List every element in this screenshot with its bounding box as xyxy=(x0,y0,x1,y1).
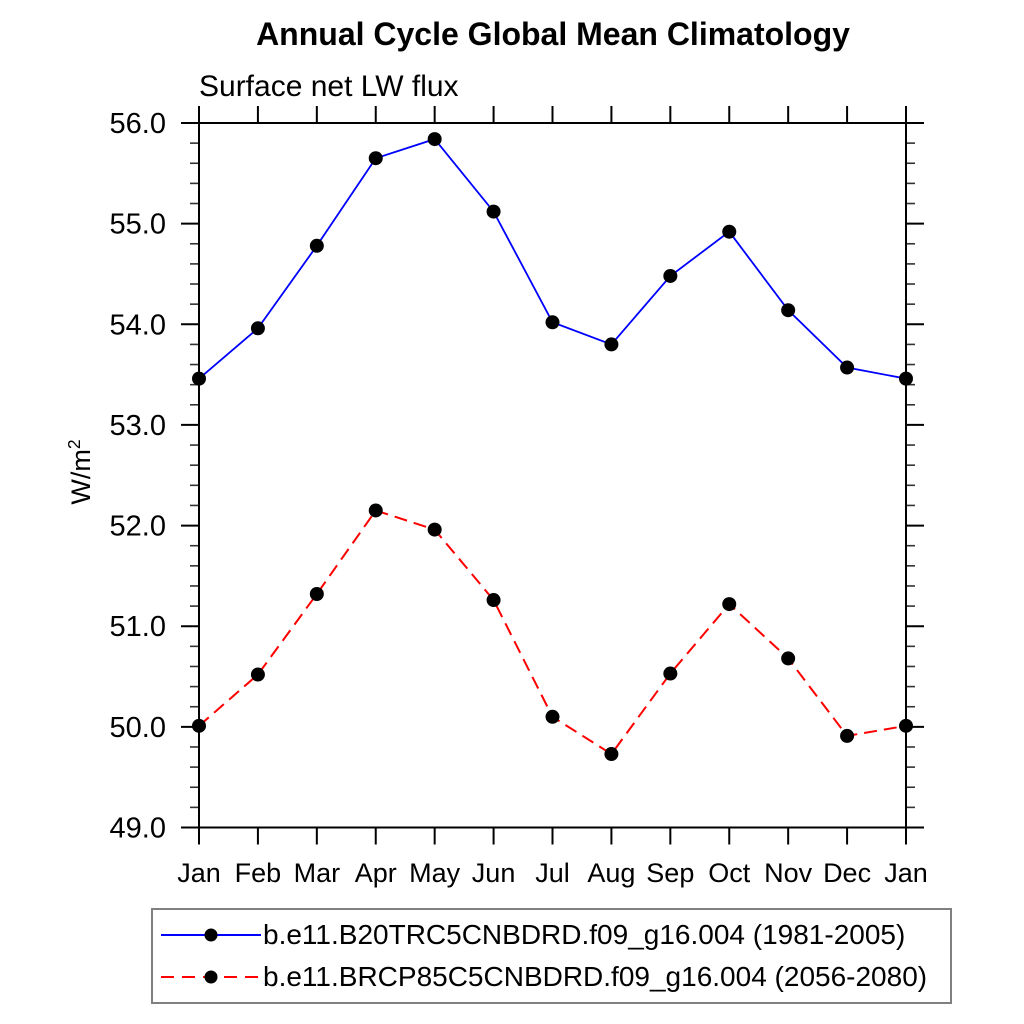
data-point-marker xyxy=(840,728,855,743)
y-tick-label: 55.0 xyxy=(110,209,166,241)
x-tick-label: Sep xyxy=(646,858,694,888)
legend-key-dashed-line-icon xyxy=(161,970,261,984)
data-point-marker xyxy=(368,151,383,166)
series-markers-1 xyxy=(192,503,913,762)
data-point-marker xyxy=(486,593,501,608)
y-tick-label: 56.0 xyxy=(110,108,166,140)
data-point-marker xyxy=(781,651,796,666)
data-point-marker xyxy=(604,747,619,762)
x-tick-label: Oct xyxy=(708,858,751,888)
y-tick-label: 54.0 xyxy=(110,309,166,341)
data-point-marker xyxy=(604,337,619,352)
data-point-marker xyxy=(250,321,265,336)
data-point-marker xyxy=(663,268,678,283)
legend-marker-dot xyxy=(204,970,218,984)
legend-box: b.e11.B20TRC5CNBDRD.f09_g16.004 (1981-20… xyxy=(151,908,952,1004)
data-point-marker xyxy=(545,315,560,330)
x-tick-label: Mar xyxy=(294,858,341,888)
y-tick-label: 51.0 xyxy=(110,611,166,643)
x-tick-label: Nov xyxy=(764,858,813,888)
y-tick-label: 52.0 xyxy=(110,511,166,543)
data-point-marker xyxy=(427,132,442,147)
chart-title: Annual Cycle Global Mean Climatology xyxy=(256,16,850,52)
x-tick-label: Dec xyxy=(823,858,871,888)
x-tick-label: Jul xyxy=(535,858,570,888)
x-tick-labels: Jan Feb Mar Apr May Jun Jul Aug Sep Oct Nov Dec Jan xyxy=(177,858,928,888)
data-point-marker xyxy=(781,303,796,318)
data-point-marker xyxy=(427,522,442,537)
y-tick-labels: 49.0 50.0 51.0 52.0 53.0 54.0 55.0 56.0 xyxy=(110,108,166,845)
legend-label-rcp85: b.e11.BRCP85C5CNBDRD.f09_g16.004 (2056-2… xyxy=(263,961,928,992)
x-tick-label: May xyxy=(409,858,461,888)
data-point-marker xyxy=(192,371,206,386)
series-markers-0 xyxy=(192,132,913,386)
data-point-marker xyxy=(486,204,501,219)
x-tick-label: Jan xyxy=(177,858,221,888)
data-point-marker xyxy=(722,597,737,612)
data-point-marker xyxy=(899,718,913,733)
x-tick-label: Aug xyxy=(587,858,635,888)
data-point-marker xyxy=(250,667,265,682)
data-point-marker xyxy=(368,503,383,518)
data-point-marker xyxy=(840,360,855,375)
legend-item-historical: b.e11.B20TRC5CNBDRD.f09_g16.004 (1981-20… xyxy=(153,914,950,956)
data-point-marker xyxy=(545,709,560,724)
legend-key-solid-line-icon xyxy=(161,928,261,942)
legend-item-rcp85: b.e11.BRCP85C5CNBDRD.f09_g16.004 (2056-2… xyxy=(153,956,950,998)
data-point-marker xyxy=(663,666,678,681)
data-point-marker xyxy=(309,238,324,253)
x-tick-label: Apr xyxy=(355,858,397,888)
data-point-marker xyxy=(309,587,324,602)
legend-marker-dot xyxy=(204,928,218,942)
plot-frame xyxy=(198,122,907,829)
legend-label-historical: b.e11.B20TRC5CNBDRD.f09_g16.004 (1981-20… xyxy=(263,919,906,950)
data-point-marker xyxy=(192,718,206,733)
series-line-0 xyxy=(198,138,907,380)
y-tick-label: 53.0 xyxy=(110,410,166,442)
x-tick-label: Feb xyxy=(235,858,282,888)
data-point-marker xyxy=(899,371,913,386)
x-tick-label: Jun xyxy=(472,858,516,888)
y-axis-ticks xyxy=(181,122,924,829)
chart-subtitle: Surface net LW flux xyxy=(199,70,459,103)
x-tick-label: Jan xyxy=(884,858,928,888)
y-tick-label: 50.0 xyxy=(110,712,166,744)
data-point-marker xyxy=(722,224,737,239)
y-tick-label: 49.0 xyxy=(110,813,166,845)
x-axis-ticks xyxy=(198,106,907,845)
